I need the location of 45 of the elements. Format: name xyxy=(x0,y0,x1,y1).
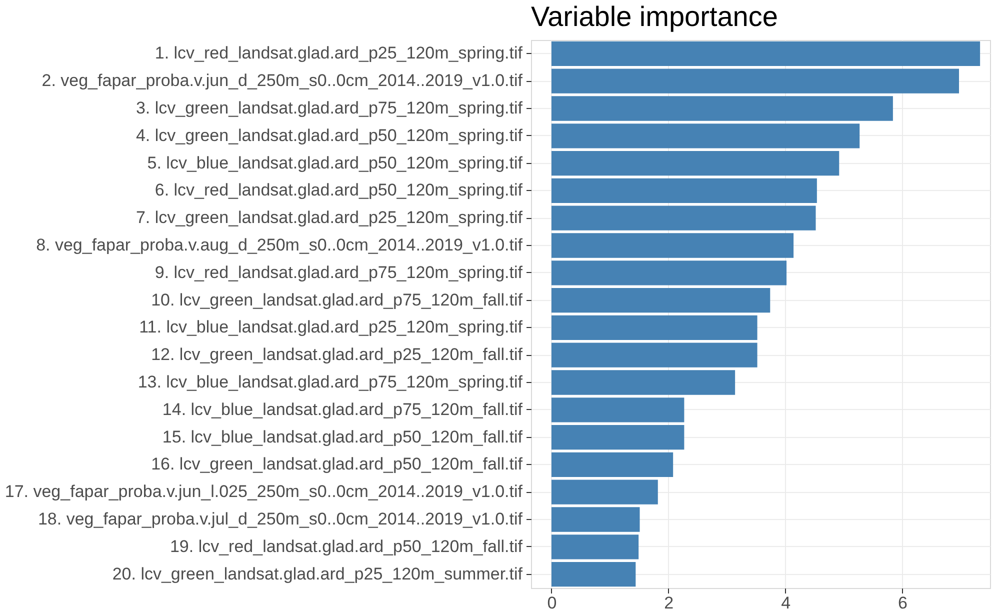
x-tick-label: 0 xyxy=(547,594,557,612)
y-tick-label: 19. lcv_red_landsat.glad.ard_p50_120m_fall.tif xyxy=(170,536,523,556)
bar xyxy=(551,233,794,258)
bar xyxy=(551,507,640,532)
y-tick-label: 10. lcv_green_landsat.glad.ard_p75_120m_fall.tif xyxy=(151,290,523,310)
bar xyxy=(551,288,770,313)
bar xyxy=(551,398,684,422)
bar xyxy=(551,150,840,176)
y-tick-label: 18. veg_fapar_proba.v.jul_d_250m_s0..0cm_2014..2019_v1.0.tif xyxy=(38,510,523,528)
bar xyxy=(551,480,658,504)
x-tick-label: 4 xyxy=(781,594,791,612)
bar xyxy=(551,452,674,478)
y-tick-label: 3. lcv_green_landsat.glad.ard_p75_120m_spring.tif xyxy=(136,98,523,118)
y-tick-label: 7. lcv_green_landsat.glad.ard_p25_120m_spring.tif xyxy=(136,208,523,228)
bar xyxy=(551,68,960,94)
y-tick-label: 13. lcv_blue_landsat.glad.ard_p75_120m_spring.tif xyxy=(138,372,523,392)
chart-title: Variable importance xyxy=(531,1,778,32)
x-tick-label: 6 xyxy=(898,594,908,612)
y-tick-label: 20. lcv_green_landsat.glad.ard_p25_120m_summer.tif xyxy=(112,564,523,584)
bar xyxy=(551,124,860,148)
bar xyxy=(551,206,816,230)
y-tick-label: 5. lcv_blue_landsat.glad.ard_p50_120m_spring.tif xyxy=(147,153,523,172)
y-tick-label: 11. lcv_blue_landsat.glad.ard_p25_120m_spring.tif xyxy=(139,318,523,337)
x-tick-label: 2 xyxy=(664,594,674,612)
bar xyxy=(551,315,758,340)
y-tick-label: 17. veg_fapar_proba.v.jun_l.025_250m_s0..0cm_2014..2019_v1.0.tif xyxy=(4,482,523,502)
y-tick-label: 4. lcv_green_landsat.glad.ard_p50_120m_spring.tif xyxy=(136,126,523,145)
y-tick-label: 14. lcv_blue_landsat.glad.ard_p75_120m_fall.tif xyxy=(162,400,523,419)
y-tick-label: 9. lcv_red_landsat.glad.ard_p75_120m_spring.tif xyxy=(154,262,523,282)
bar xyxy=(551,96,893,121)
y-tick-label: 8. veg_fapar_proba.v.aug_d_250m_s0..0cm_2014..2019_v1.0.tif xyxy=(36,236,523,254)
bar xyxy=(551,342,758,368)
y-tick-label: 12. lcv_green_landsat.glad.ard_p25_120m_fall.tif xyxy=(151,345,523,364)
bar xyxy=(551,260,787,286)
y-tick-label: 2. veg_fapar_proba.v.jun_d_250m_s0..0cm_2014..2019_v1.0.tif xyxy=(42,71,523,90)
bar xyxy=(551,41,980,66)
y-tick-label: 1. lcv_red_landsat.glad.ard_p25_120m_spring.tif xyxy=(154,44,523,63)
bar xyxy=(551,178,817,204)
bar xyxy=(551,370,736,395)
bar xyxy=(551,424,684,450)
bar xyxy=(551,534,639,560)
bar xyxy=(551,562,636,587)
y-tick-label: 16. lcv_green_landsat.glad.ard_p50_120m_fall.tif xyxy=(151,454,523,474)
y-tick-label: 6. lcv_red_landsat.glad.ard_p50_120m_spring.tif xyxy=(154,180,523,200)
y-tick-label: 15. lcv_blue_landsat.glad.ard_p50_120m_fall.tif xyxy=(162,427,523,446)
